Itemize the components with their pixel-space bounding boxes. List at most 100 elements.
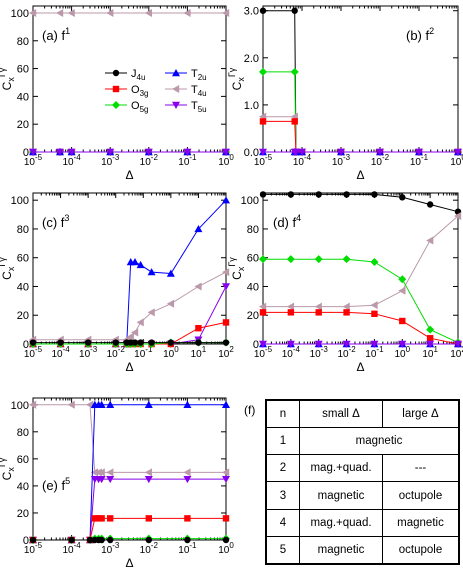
data-point — [398, 340, 407, 348]
x-tick-label: 10-3 — [310, 345, 329, 360]
data-point — [194, 282, 202, 291]
data-point — [259, 191, 267, 198]
data-point — [371, 191, 378, 198]
data-point — [106, 468, 114, 477]
data-point — [454, 148, 462, 156]
table-cell-n: 1 — [266, 427, 300, 456]
data-point — [222, 196, 230, 204]
data-point — [57, 339, 64, 346]
table-cell-small: magnetic — [299, 481, 383, 510]
data-point — [90, 468, 99, 477]
data-point — [166, 299, 175, 308]
data-point — [131, 339, 139, 346]
data-point — [376, 148, 384, 156]
data-point — [399, 317, 406, 325]
table-header-n: n — [266, 399, 300, 429]
data-point — [222, 268, 230, 277]
y-tick-label: 0 — [23, 339, 29, 351]
x-tick-label: 10-1 — [178, 541, 197, 556]
data-point — [315, 191, 322, 198]
series-line — [263, 120, 458, 153]
series-line — [263, 311, 459, 345]
data-point — [314, 255, 323, 264]
data-point — [222, 515, 230, 522]
data-point — [112, 339, 119, 346]
x-tick-label: 10-2 — [140, 541, 159, 556]
data-point — [29, 339, 37, 346]
x-tick-label: 10-5 — [254, 345, 273, 360]
data-point — [136, 318, 144, 327]
chart-panel-3: 10-5 10-4 10-3 10-2 10-1 100 101 102 0 20 40 60 80 10… — [0, 192, 234, 374]
table-row: 1 magnetic — [266, 427, 459, 456]
series-O5g — [29, 534, 230, 544]
legend-label: T4u — [191, 84, 207, 98]
data-point — [107, 536, 114, 544]
data-point — [222, 319, 230, 326]
data-point — [342, 255, 351, 264]
y-tick-label: 80 — [17, 427, 29, 439]
y-tick-label: 100 — [241, 195, 259, 207]
table-header-small: small Δ — [299, 399, 383, 429]
table-row: 3 magnetic octupole — [266, 481, 459, 510]
data-point — [97, 468, 105, 477]
data-point — [399, 194, 406, 201]
panel-f-label: (f) — [244, 403, 256, 417]
data-point — [144, 475, 153, 484]
series-line — [33, 517, 226, 541]
data-point — [68, 536, 75, 544]
x-tick-label: 10-3 — [101, 541, 120, 556]
series-J4u — [259, 191, 462, 215]
data-point — [259, 118, 267, 125]
series-J4u — [29, 339, 230, 346]
data-point — [259, 67, 267, 76]
data-point — [183, 148, 192, 156]
data-point — [286, 340, 295, 348]
x-tick-label: 10-5 — [24, 153, 43, 168]
data-point — [148, 339, 155, 346]
data-point — [107, 515, 114, 522]
x-tick-label: 102 — [218, 345, 234, 360]
data-point — [370, 258, 379, 267]
data-point — [184, 536, 191, 544]
data-point — [370, 301, 378, 310]
x-tick-label: 100 — [218, 153, 234, 168]
x-tick-label: 10-1 — [410, 153, 429, 168]
y-tick-label: 60 — [17, 64, 29, 76]
data-point — [342, 340, 351, 348]
data-point — [259, 302, 267, 311]
y-axis-label: CxΓγ — [0, 257, 16, 280]
legend-marker — [172, 85, 180, 93]
data-point — [426, 340, 435, 348]
data-point — [426, 325, 435, 334]
legend-marker — [112, 69, 120, 77]
x-tick-label: 100 — [163, 345, 179, 360]
legend-label: T5u — [191, 100, 207, 114]
series-T4u — [29, 268, 230, 344]
y-tick-label: 60 — [247, 253, 259, 265]
data-point — [290, 67, 299, 76]
data-point — [136, 260, 145, 269]
table-cell-large: octupole — [382, 535, 459, 565]
data-point — [144, 468, 152, 477]
data-point — [147, 268, 156, 276]
data-point — [370, 340, 379, 348]
x-axis-label: Δ — [125, 556, 133, 570]
data-point — [183, 468, 191, 477]
x-tick-label: 100 — [218, 541, 234, 556]
data-point — [55, 8, 64, 17]
data-point — [287, 309, 295, 316]
x-tick-label: 101 — [422, 345, 438, 360]
x-tick-label: 10-5 — [24, 541, 43, 556]
y-tick-label: 20 — [247, 310, 259, 322]
y-tick-label: 80 — [17, 224, 29, 236]
data-point — [371, 310, 378, 317]
data-point — [194, 224, 203, 233]
series-line — [33, 404, 226, 473]
data-point — [29, 536, 37, 544]
data-point — [291, 118, 298, 125]
data-point — [145, 515, 152, 522]
y-tick-label: 100 — [11, 195, 29, 207]
data-point — [106, 400, 115, 408]
data-point — [398, 286, 406, 295]
data-point — [342, 302, 350, 311]
